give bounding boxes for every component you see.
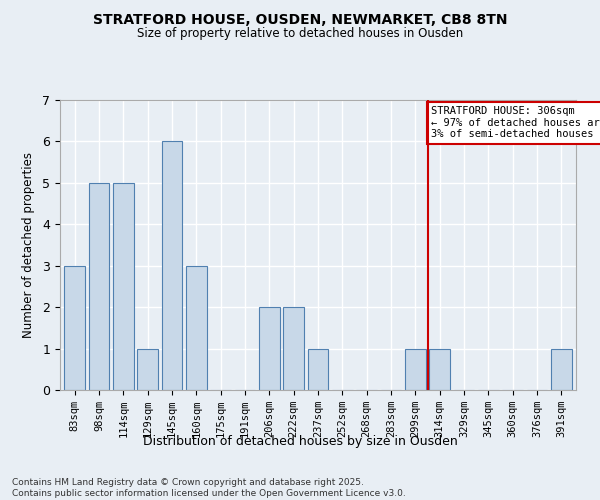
- Bar: [137, 348, 158, 390]
- Text: Distribution of detached houses by size in Ousden: Distribution of detached houses by size …: [143, 435, 457, 448]
- Text: STRATFORD HOUSE, OUSDEN, NEWMARKET, CB8 8TN: STRATFORD HOUSE, OUSDEN, NEWMARKET, CB8 …: [93, 12, 507, 26]
- Bar: [430, 348, 450, 390]
- Text: Size of property relative to detached houses in Ousden: Size of property relative to detached ho…: [137, 28, 463, 40]
- Bar: [308, 348, 328, 390]
- Bar: [64, 266, 85, 390]
- Y-axis label: Number of detached properties: Number of detached properties: [22, 152, 35, 338]
- Bar: [283, 307, 304, 390]
- Bar: [186, 266, 206, 390]
- Bar: [259, 307, 280, 390]
- Text: STRATFORD HOUSE: 306sqm
← 97% of detached houses are smaller (29)
3% of semi-det: STRATFORD HOUSE: 306sqm ← 97% of detache…: [431, 106, 600, 140]
- Bar: [113, 183, 134, 390]
- Text: Contains HM Land Registry data © Crown copyright and database right 2025.
Contai: Contains HM Land Registry data © Crown c…: [12, 478, 406, 498]
- Bar: [405, 348, 426, 390]
- Bar: [551, 348, 572, 390]
- Bar: [89, 183, 109, 390]
- Bar: [161, 142, 182, 390]
